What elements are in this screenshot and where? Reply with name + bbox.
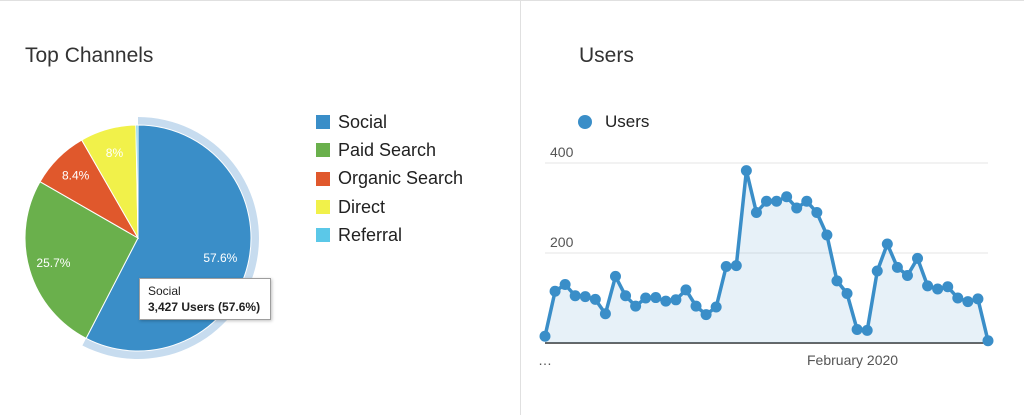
users-point-8[interactable] (620, 290, 632, 302)
users-point-13[interactable] (670, 294, 682, 306)
users-point-10[interactable] (640, 292, 652, 304)
x-tick-label-february-2020: February 2020 (807, 352, 898, 368)
users-point-34[interactable] (881, 238, 893, 250)
users-point-9[interactable] (630, 300, 642, 312)
pie-label-direct: 8% (106, 146, 124, 160)
legend-label-organic-search: Organic Search (338, 168, 464, 189)
users-point-30[interactable] (841, 288, 853, 299)
line-card-title: Users (579, 44, 634, 67)
legend-label-direct: Direct (338, 196, 386, 217)
legend-item-organic-search[interactable]: Organic Search (316, 165, 463, 193)
users-point-21[interactable] (750, 207, 762, 218)
users-point-12[interactable] (660, 295, 672, 307)
users-point-36[interactable] (901, 270, 913, 281)
users-point-0[interactable] (539, 330, 551, 342)
users-point-29[interactable] (831, 275, 843, 287)
pie-tooltip: Social 3,427 Users (57.6%) (139, 278, 271, 320)
users-point-40[interactable] (942, 281, 954, 293)
users-point-27[interactable] (811, 207, 823, 218)
y-tick-label-400: 400 (550, 144, 574, 160)
legend-label-referral: Referral (338, 224, 403, 245)
x-tick-label-start: … (538, 352, 552, 368)
users-point-28[interactable] (821, 229, 833, 241)
users-point-43[interactable] (972, 293, 984, 305)
legend-swatch-paid-search (316, 143, 330, 158)
users-series-marker (578, 115, 592, 129)
users-point-42[interactable] (962, 296, 974, 308)
tooltip-value: 3,427 Users (57.6%) (148, 300, 261, 314)
users-point-11[interactable] (650, 292, 662, 304)
legend-swatch-referral (316, 228, 330, 243)
users-point-38[interactable] (922, 280, 934, 292)
legend-swatch-direct (316, 200, 330, 215)
users-point-15[interactable] (690, 300, 702, 312)
line-legend: Users (578, 112, 649, 132)
users-point-7[interactable] (609, 270, 621, 282)
users-point-2[interactable] (559, 279, 571, 290)
pie-label-paid-search: 25.7% (36, 256, 70, 270)
users-point-1[interactable] (549, 285, 561, 297)
users-point-18[interactable] (720, 261, 732, 272)
pie-slice-referral[interactable] (135, 124, 139, 239)
card-divider (520, 0, 521, 415)
legend-label-social: Social (338, 111, 388, 132)
users-point-44[interactable] (982, 335, 994, 347)
legend-item-referral[interactable]: Referral (316, 221, 463, 249)
users-point-33[interactable] (871, 265, 883, 277)
legend-item-social[interactable]: Social (316, 108, 463, 136)
users-point-3[interactable] (569, 290, 581, 302)
pie-label-organic-search: 8.4% (62, 169, 90, 183)
users-point-5[interactable] (589, 293, 601, 305)
users-point-39[interactable] (932, 283, 944, 295)
top-border (0, 0, 1024, 1)
pie-card-title: Top Channels (25, 44, 154, 67)
users-point-41[interactable] (952, 292, 964, 304)
users-point-35[interactable] (891, 261, 903, 273)
tooltip-label: Social (148, 284, 181, 298)
legend-swatch-organic-search (316, 171, 330, 186)
users-point-17[interactable] (710, 301, 722, 313)
pie-slice-paid-search[interactable] (24, 181, 139, 340)
users-point-23[interactable] (771, 195, 783, 207)
y-tick-label-200: 200 (550, 234, 574, 250)
users-point-19[interactable] (730, 260, 742, 272)
users-point-32[interactable] (861, 324, 873, 336)
users-point-31[interactable] (851, 324, 863, 335)
users-point-14[interactable] (680, 284, 692, 296)
line-legend-label: Users (605, 112, 650, 131)
pie-label-social: 57.6% (203, 251, 237, 265)
legend-item-paid-search[interactable]: Paid Search (316, 136, 463, 164)
users-point-25[interactable] (791, 202, 803, 214)
users-point-24[interactable] (781, 191, 793, 203)
users-point-37[interactable] (912, 252, 924, 264)
pie-legend: Social Paid Search Organic Search Direct Ref… (316, 108, 463, 249)
users-point-22[interactable] (761, 195, 772, 207)
users-point-16[interactable] (700, 309, 712, 321)
legend-item-direct[interactable]: Direct (316, 193, 463, 221)
legend-swatch-social (316, 115, 330, 130)
legend-label-paid-search: Paid Search (338, 139, 437, 160)
users-point-26[interactable] (801, 195, 813, 207)
users-point-6[interactable] (599, 308, 611, 320)
users-point-4[interactable] (579, 291, 591, 303)
users-point-20[interactable] (740, 165, 752, 177)
